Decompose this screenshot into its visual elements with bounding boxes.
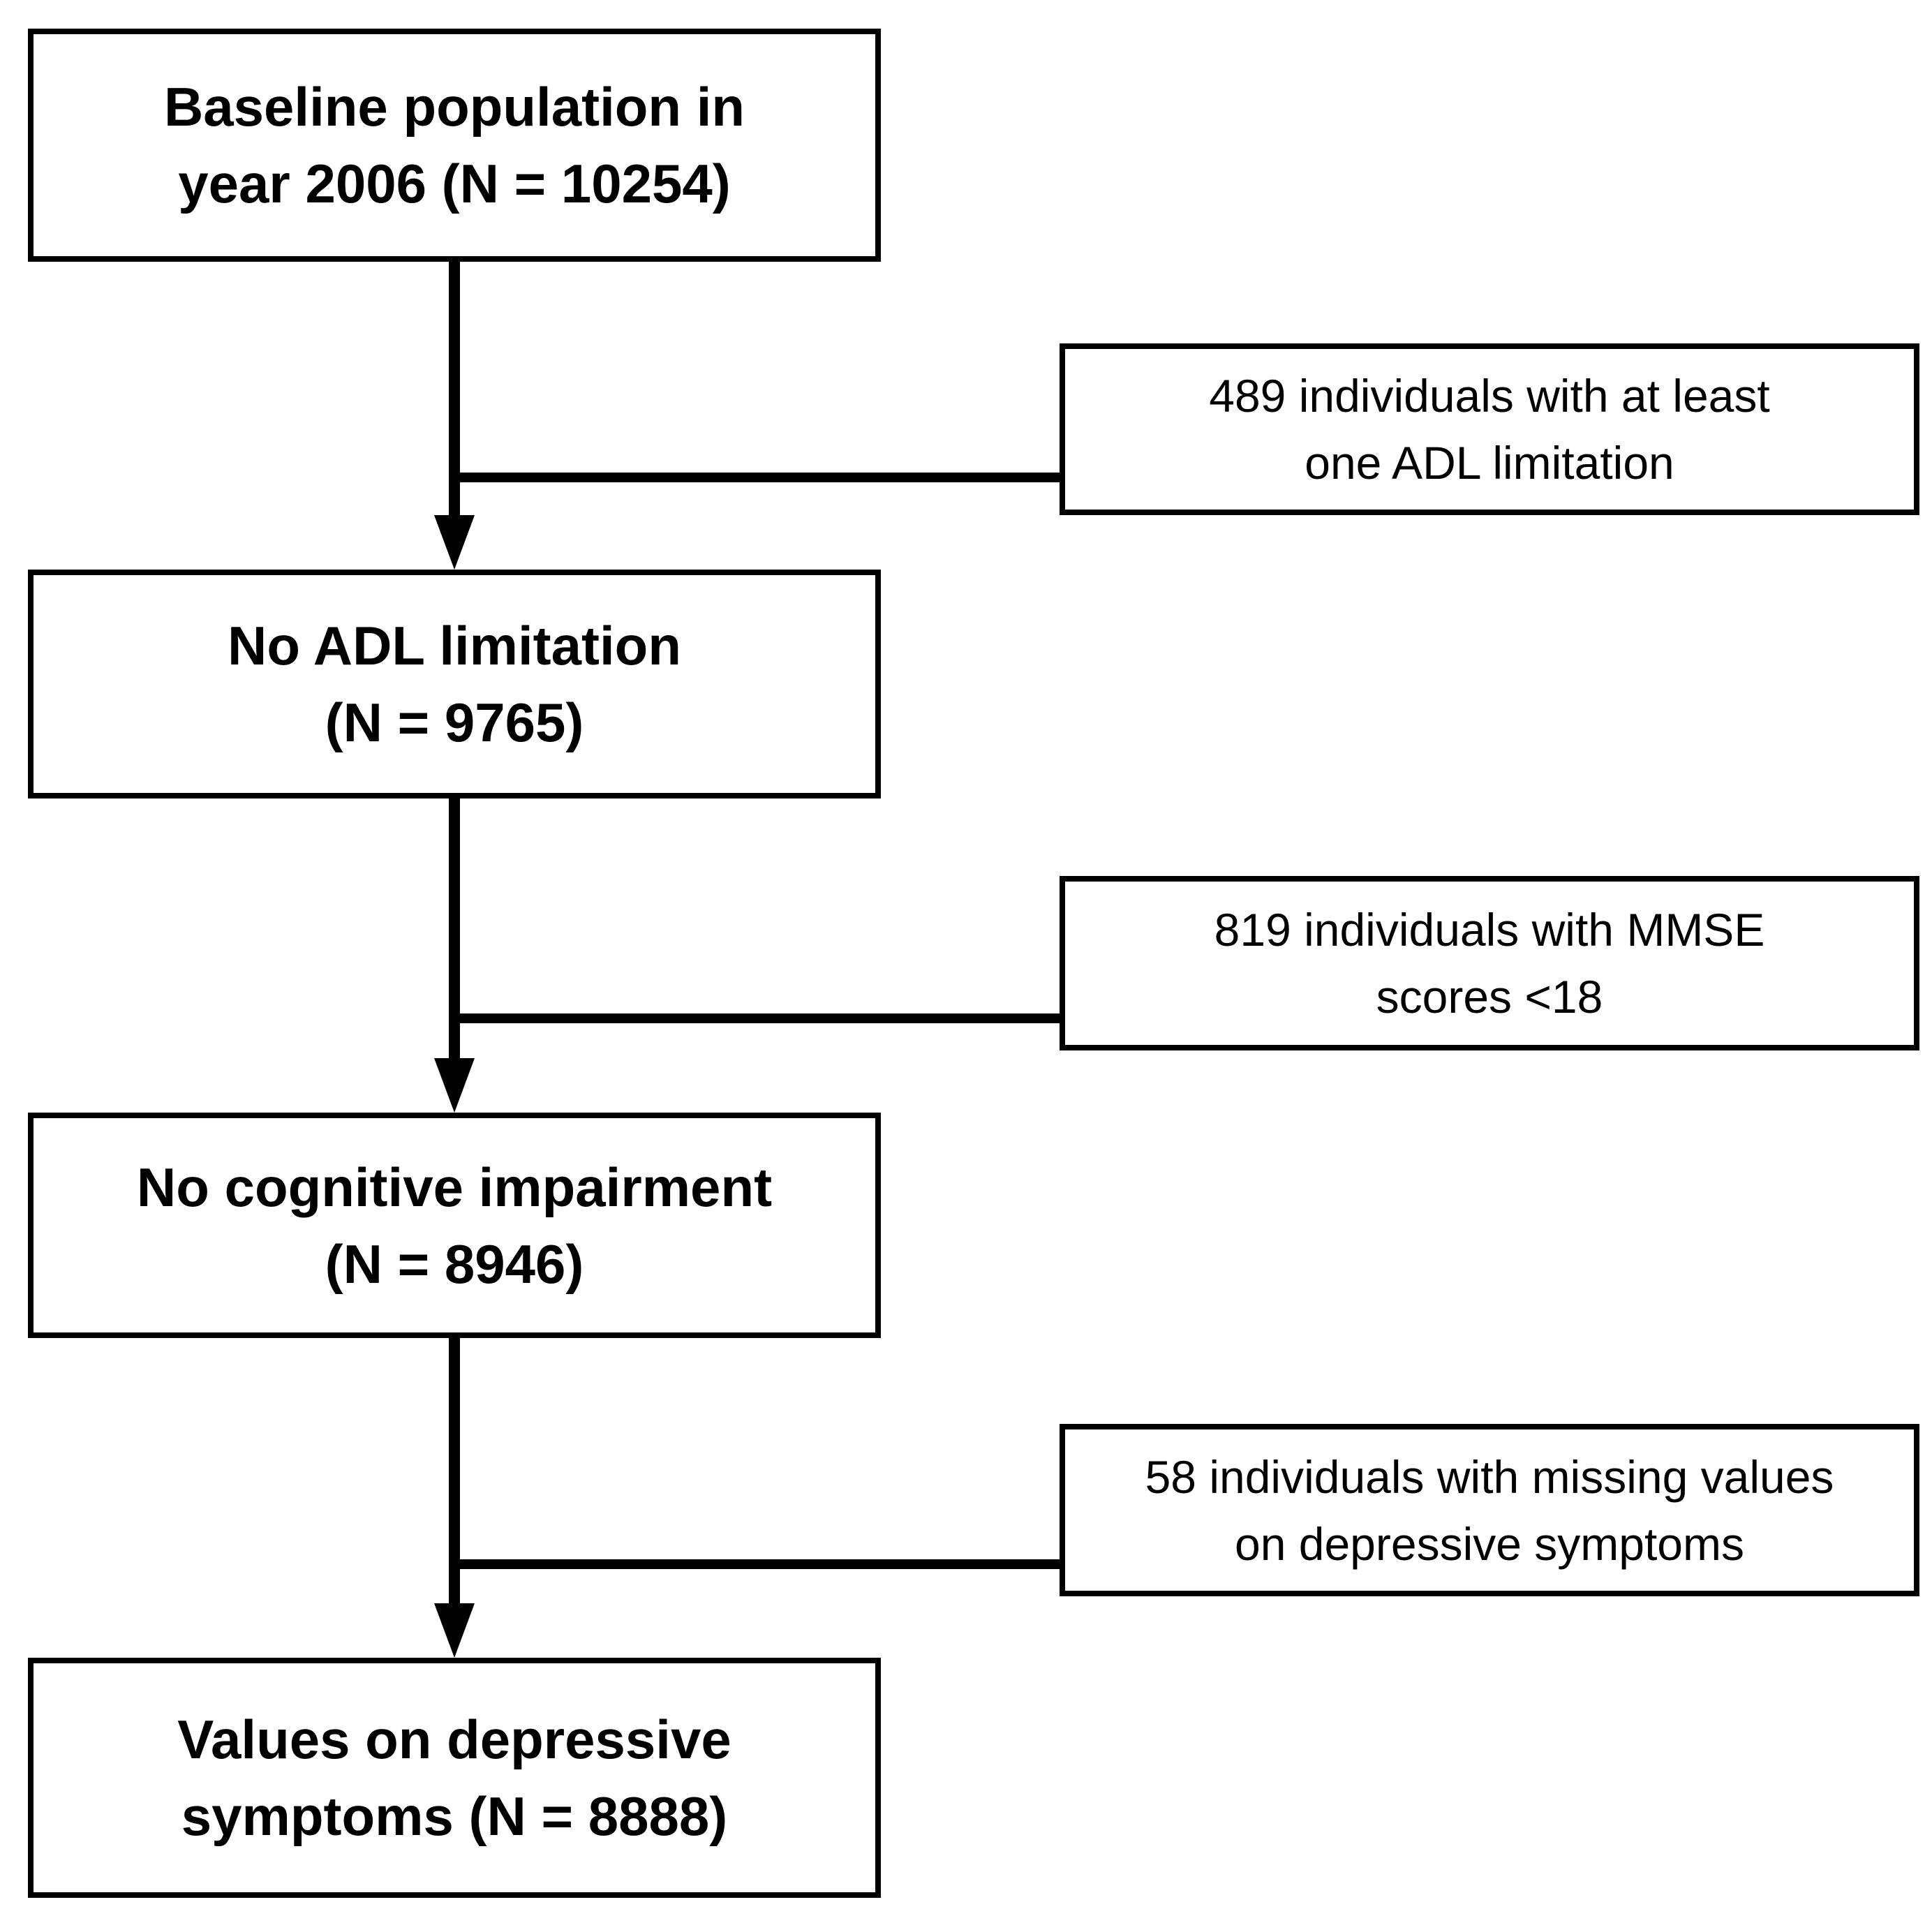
box-no-adl-limitation: No ADL limitation (N = 9765) xyxy=(28,570,881,798)
box-text-line: on depressive symptoms xyxy=(1235,1517,1744,1570)
box-text-line: year 2006 (N = 10254) xyxy=(178,153,731,214)
box-text-line: scores <18 xyxy=(1376,971,1603,1023)
box-text-line: (N = 8946) xyxy=(325,1233,584,1295)
box-text-line: Values on depressive xyxy=(177,1709,731,1770)
box-text-line: (N = 9765) xyxy=(325,692,584,753)
branch-line-3 xyxy=(449,1559,1060,1569)
box-no-cognitive-impairment: No cognitive impairment (N = 8946) xyxy=(28,1113,881,1338)
arrowhead-down-icon xyxy=(434,1058,475,1113)
branch-line-2 xyxy=(449,1013,1060,1023)
arrowhead-down-icon xyxy=(434,1603,475,1658)
box-text-line: Baseline population in xyxy=(163,76,745,138)
box-text-line: one ADL limitation xyxy=(1305,437,1674,489)
box-text-line: No cognitive impairment xyxy=(136,1156,773,1218)
box-baseline-population: Baseline population in year 2006 (N = 10… xyxy=(28,29,881,262)
box-text-line: 489 individuals with at least xyxy=(1209,370,1770,422)
box-excluded-mmse: 819 individuals with MMSE scores <18 xyxy=(1060,876,1919,1050)
arrowhead-down-icon xyxy=(434,515,475,570)
arrow-line-2 xyxy=(449,798,460,1060)
box-text-line: 58 individuals with missing values xyxy=(1145,1450,1834,1503)
box-values-depressive-symptoms: Values on depressive symptoms (N = 8888) xyxy=(28,1658,881,1898)
arrow-line-1 xyxy=(449,259,460,517)
box-text-line: symptoms (N = 8888) xyxy=(181,1785,728,1847)
box-text-line: No ADL limitation xyxy=(228,615,681,676)
box-text-line: 819 individuals with MMSE xyxy=(1214,904,1765,956)
arrow-line-3 xyxy=(449,1338,460,1605)
branch-line-1 xyxy=(449,473,1060,482)
box-excluded-missing-values: 58 individuals with missing values on de… xyxy=(1060,1424,1919,1596)
box-excluded-adl-limitation: 489 individuals with at least one ADL li… xyxy=(1060,343,1919,515)
